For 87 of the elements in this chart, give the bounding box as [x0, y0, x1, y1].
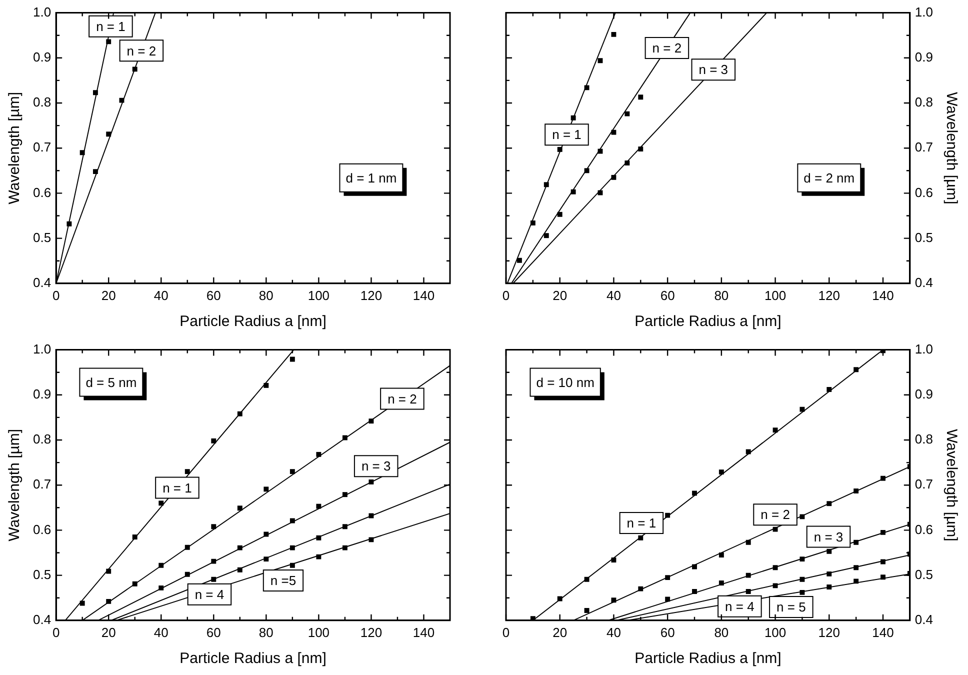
- y-tick-label: 0.5: [32, 566, 52, 582]
- x-tick-label: 0: [52, 288, 60, 303]
- x-tick-label: 0: [502, 624, 510, 640]
- y2-tick-label: 1.0: [914, 4, 934, 20]
- y2-tick-label: 0.6: [914, 522, 934, 537]
- x-tick-label: 80: [714, 624, 729, 640]
- legend-label: n = 5: [776, 600, 806, 615]
- x-axis-title: Particle Radius a [nm]: [634, 313, 782, 330]
- x-tick-label: 0: [502, 288, 510, 303]
- x-tick-label: 20: [101, 624, 116, 640]
- x-axis-title: Particle Radius a [nm]: [180, 650, 326, 668]
- x-axis-title: Particle Radius a [nm]: [180, 313, 326, 330]
- y-axis-title: Wavelength [µm]: [6, 428, 24, 542]
- series-label: n = 1: [162, 480, 192, 496]
- x-tick-label: 80: [258, 288, 274, 303]
- x-tick-label: 0: [52, 624, 60, 640]
- annotation: d = 2 nm: [804, 170, 855, 186]
- series-label: n = 3: [698, 62, 728, 78]
- y-tick-label: 0.8: [32, 432, 52, 447]
- series-label: n =5: [270, 573, 296, 588]
- y-tick-label: 0.6: [32, 184, 52, 200]
- y2-tick-label: 0.8: [914, 432, 934, 447]
- x-tick-label: 40: [154, 624, 168, 640]
- x-tick-label: 120: [360, 624, 382, 640]
- series-label: n = 2: [652, 40, 682, 56]
- x-tick-label: 60: [206, 288, 221, 303]
- x-tick-label: 60: [660, 624, 675, 640]
- y-tick-label: 0.9: [32, 386, 52, 402]
- y-tick-label: 0.7: [32, 476, 52, 492]
- x-tick-label: 100: [764, 624, 786, 640]
- x-tick-label: 80: [258, 624, 274, 640]
- series-label: n = 3: [814, 529, 844, 544]
- y2-tick-label: 0.9: [914, 386, 934, 402]
- x-tick-label: 140: [412, 624, 435, 640]
- y-tick-label: 0.7: [32, 140, 52, 155]
- y2-tick-label: 0.5: [914, 566, 934, 582]
- x-tick-label: 120: [818, 288, 840, 303]
- y-tick-label: 0.4: [32, 274, 52, 290]
- annotation: d = 1 nm: [346, 170, 397, 186]
- x-tick-label: 140: [872, 624, 894, 640]
- x-tick-label: 40: [154, 288, 168, 303]
- y2-tick-label: 0.8: [914, 94, 934, 110]
- y-tick-label: 0.6: [32, 522, 52, 537]
- series-label: n = 1: [626, 516, 656, 531]
- y-tick-label: 1.0: [32, 4, 52, 20]
- x-tick-label: 140: [412, 288, 435, 303]
- series-label: n = 2: [760, 507, 790, 522]
- y2-axis-title: Wavelength [µm]: [942, 92, 960, 204]
- y2-tick-label: 0.9: [914, 49, 934, 64]
- y2-tick-label: 0.5: [914, 230, 934, 245]
- y-axis-title: Wavelength [µm]: [6, 92, 24, 204]
- x-axis-title: Particle Radius a [nm]: [634, 650, 782, 668]
- x-tick-label: 140: [872, 288, 894, 303]
- y2-tick-label: 0.7: [914, 476, 934, 492]
- y2-tick-label: 0.4: [914, 274, 934, 290]
- y2-tick-label: 0.6: [914, 184, 934, 200]
- series-label: n = 4: [725, 599, 754, 614]
- y2-axis-title: Wavelength [µm]: [942, 428, 960, 542]
- y-tick-label: 0.8: [32, 94, 52, 110]
- x-tick-label: 60: [660, 288, 675, 303]
- series-label: n = 4: [194, 586, 224, 602]
- y2-tick-label: 0.7: [914, 140, 934, 155]
- y-tick-label: 0.9: [32, 49, 52, 64]
- x-tick-label: 120: [360, 288, 382, 303]
- series-label: n = 2: [126, 43, 156, 58]
- x-tick-label: 40: [606, 624, 621, 640]
- y-tick-label: 0.4: [32, 612, 52, 627]
- x-tick-label: 40: [606, 288, 621, 303]
- x-tick-label: 20: [552, 288, 568, 303]
- annotation: d = 5 nm: [86, 374, 137, 390]
- y2-tick-label: 0.4: [914, 612, 934, 627]
- y2-tick-label: 1.0: [914, 341, 934, 356]
- x-tick-label: 80: [714, 288, 729, 303]
- x-tick-label: 20: [552, 624, 568, 640]
- x-tick-label: 20: [101, 288, 116, 303]
- legend-label: n = 2: [388, 391, 417, 406]
- legend-label: n = 1: [96, 18, 126, 34]
- y-tick-label: 0.5: [32, 230, 52, 245]
- x-tick-label: 60: [206, 624, 221, 640]
- x-tick-label: 100: [308, 288, 330, 303]
- y-tick-label: 1.0: [32, 341, 52, 356]
- series-label: n = 1: [552, 127, 582, 142]
- annotation: d = 10 nm: [536, 374, 594, 390]
- series-label: n = 3: [361, 458, 391, 474]
- x-tick-label: 100: [308, 624, 330, 640]
- x-tick-label: 100: [764, 288, 786, 303]
- x-tick-label: 120: [818, 624, 840, 640]
